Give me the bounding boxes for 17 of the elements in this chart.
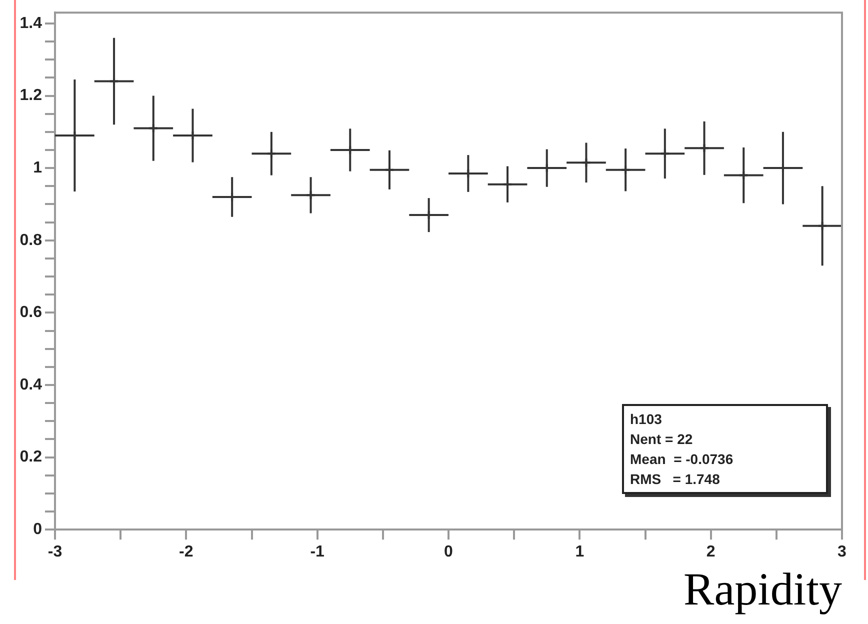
y-tick-label: 1 xyxy=(33,159,42,176)
x-tick-label: -1 xyxy=(310,544,325,561)
x-tick-label: -2 xyxy=(179,544,194,561)
y-tick-label: 0 xyxy=(33,521,42,538)
x-tick-label: 2 xyxy=(706,544,716,561)
y-tick-label: 0.8 xyxy=(20,232,42,249)
y-tick-label: 1.2 xyxy=(20,87,42,104)
x-tick-label: -3 xyxy=(48,544,62,561)
x-tick-label: 3 xyxy=(838,544,847,561)
y-tick-label: 0.2 xyxy=(20,448,42,466)
x-axis-title: Rapidity xyxy=(684,563,842,614)
y-tick-label: 0.4 xyxy=(20,376,42,394)
y-tick-label: 0.6 xyxy=(20,304,42,322)
x-tick-label: 0 xyxy=(444,544,454,561)
stats-box: h103 Nent = 22 Mean = -0.0736 RMS = 1.748 xyxy=(622,404,828,494)
y-tick-label: 1.4 xyxy=(20,14,42,32)
x-tick-label: 1 xyxy=(575,544,584,561)
